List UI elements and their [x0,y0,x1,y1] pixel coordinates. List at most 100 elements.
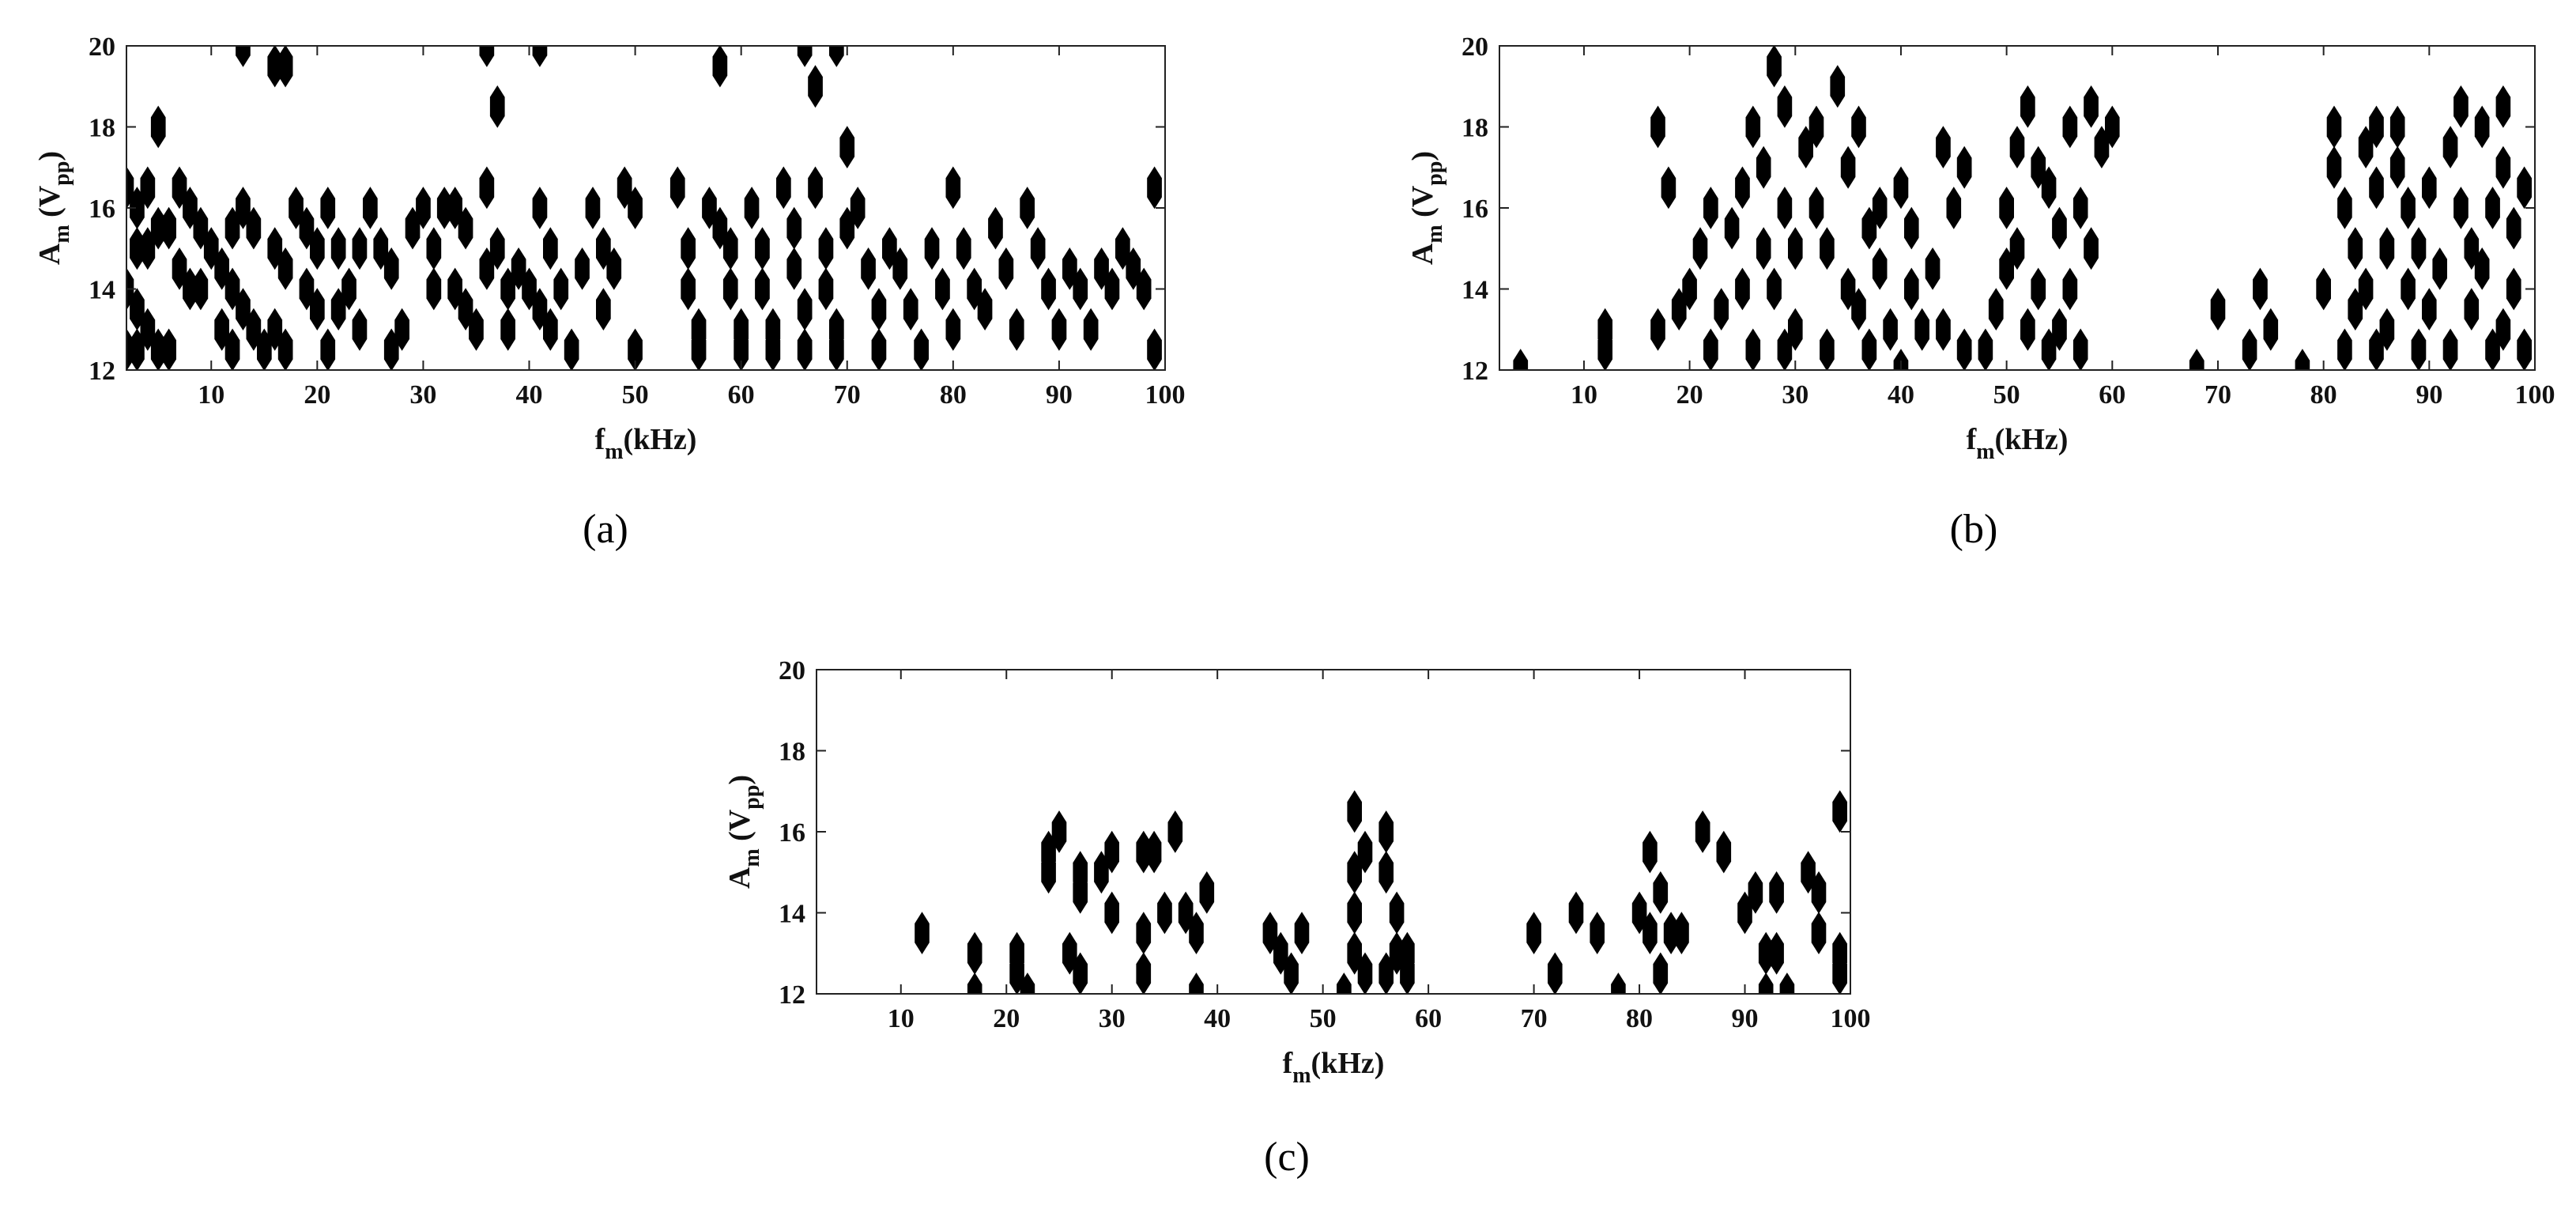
data-point [1661,166,1676,210]
data-point [2432,247,2447,290]
data-point [1716,830,1732,874]
data-point [786,206,802,250]
data-point [532,46,548,67]
data-point [1788,308,1803,351]
data-point [1611,972,1626,994]
data-point [161,206,176,250]
data-point [945,166,961,210]
data-point [2041,166,2057,210]
data-point [2474,105,2490,149]
data-point [2052,206,2067,250]
data-point [1189,912,1204,954]
data-point [998,247,1014,290]
data-point [903,288,918,330]
data-point [628,328,643,370]
data-point [2517,166,2532,210]
data-point [1020,972,1035,994]
panel-caption: (b) [1950,507,1998,552]
data-point [1692,227,1708,270]
data-point [1337,972,1352,994]
data-point [150,206,166,250]
data-point [2009,227,2025,270]
data-point [734,328,749,370]
data-point [277,46,293,88]
data-point [330,288,346,330]
data-point [426,267,442,311]
data-point [543,227,558,270]
data-point [1104,891,1119,935]
data-point [2369,166,2384,210]
data-point [2072,187,2088,229]
panel-caption: (c) [1264,1135,1310,1180]
data-point [1568,891,1584,935]
data-point [1513,349,1529,370]
y-tick-label: 18 [1461,114,1488,143]
data-point [1136,830,1152,874]
data-point [892,247,908,290]
data-point [130,227,145,270]
data-point [1756,227,1771,270]
data-point [2348,227,2363,270]
data-point [2453,85,2469,128]
data-point [1030,227,1046,270]
data-point [2495,85,2511,128]
data-point [1946,187,1962,229]
data-point [352,308,368,351]
data-point [310,227,325,270]
data-point [1758,972,1774,994]
data-point [2401,187,2416,229]
data-point [1788,227,1803,270]
data-point [426,227,442,270]
data-point [352,227,368,270]
y-tick-label: 18 [89,114,115,143]
data-point [2253,267,2268,311]
data-point [383,247,399,290]
data-point [914,328,929,370]
data-point [2422,288,2437,330]
data-point [712,46,728,88]
data-point [1357,830,1373,874]
data-point [130,328,145,370]
data-point [1748,871,1763,914]
data-point [1157,891,1172,935]
data-point [1199,871,1215,914]
data-point [1893,349,1909,370]
data-point [669,166,685,210]
data-point [2453,187,2469,229]
data-point [797,288,813,330]
data-point [850,187,866,229]
x-tick-label: 20 [993,1004,1020,1033]
data-point [479,46,495,67]
data-point [1830,65,1846,108]
data-point [1851,105,1866,149]
data-point [1073,871,1088,914]
data-point [2442,328,2458,370]
data-point [818,267,834,311]
data-point [1840,145,1856,189]
data-point [2389,145,2405,189]
data-point [2009,126,2025,168]
data-point [1597,328,1612,370]
x-tick-label: 30 [1782,380,1808,410]
data-point [1745,105,1761,149]
data-point [2263,308,2279,351]
data-point [2485,187,2500,229]
data-point [1883,308,1898,351]
data-point [722,267,738,311]
data-point [977,288,993,330]
data-point [681,267,696,311]
x-tick-label: 50 [1993,380,2020,410]
data-marks [1513,46,2532,370]
data-point [1347,891,1362,935]
data-point [1020,187,1035,229]
data-point [150,105,166,149]
data-point [2242,328,2257,370]
data-point [1769,871,1784,914]
data-point [1136,912,1152,954]
data-point [2062,267,2078,311]
x-tick-label: 100 [2515,380,2555,410]
data-point [1526,912,1541,954]
data-point [489,227,505,270]
data-point [1811,871,1827,914]
